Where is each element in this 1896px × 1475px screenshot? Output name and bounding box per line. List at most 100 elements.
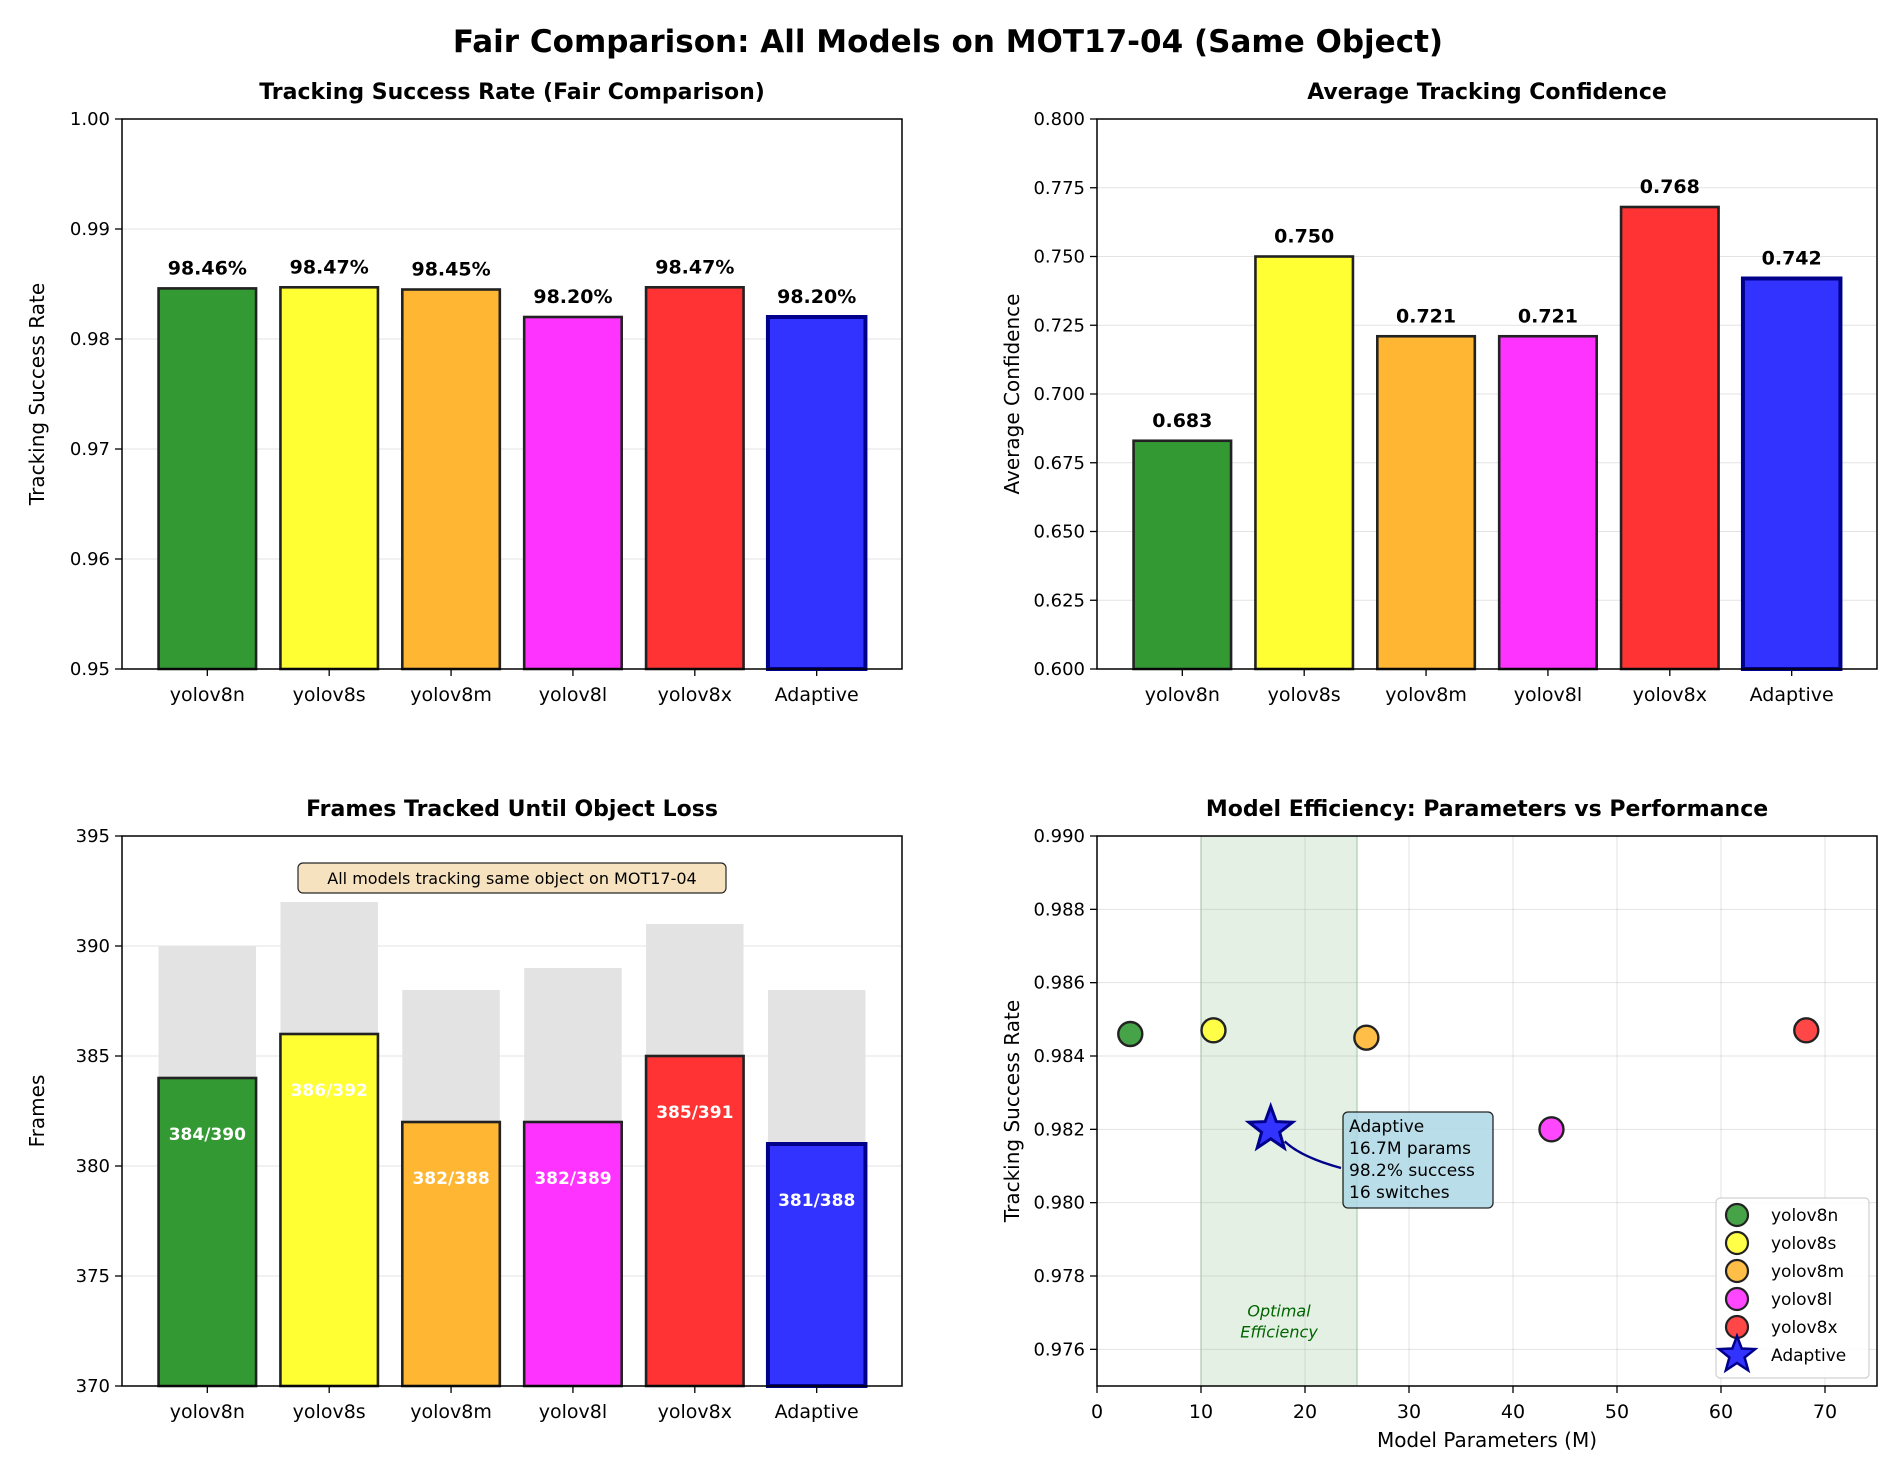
x-tick-label: yolov8l: [539, 684, 607, 706]
legend-marker-yolov8s: [1724, 1230, 1750, 1256]
y-tick-label: 0.986: [1033, 973, 1085, 994]
bar: [1132, 439, 1233, 671]
x-tick-label: 70: [1813, 1401, 1837, 1423]
scatter-point-yolov8m: [1353, 1024, 1380, 1051]
x-tick-label: Adaptive: [1750, 684, 1834, 706]
bar: [279, 285, 380, 671]
bar: [157, 287, 258, 671]
x-tick-label: 20: [1293, 1401, 1317, 1423]
panel-title: Average Tracking Confidence: [1307, 80, 1667, 105]
x-tick-label: yolov8m: [1385, 684, 1467, 706]
chart-panel-confidence: 0.600 0.625 0.650 0.675 0.700 0.725 0.750 0.775…: [1000, 80, 1878, 706]
annotation-text: Adaptive: [1349, 1117, 1424, 1137]
bar-value-label: 0.683: [1152, 410, 1212, 432]
y-tick-label: 375: [76, 1266, 110, 1287]
bar-value-label: 382/388: [412, 1169, 489, 1189]
y-tick-label: 0.97: [70, 439, 110, 460]
x-tick-label: 10: [1189, 1401, 1213, 1423]
legend-label: Adaptive: [1771, 1346, 1846, 1366]
x-tick-label: yolov8l: [539, 1401, 607, 1423]
y-tick-label: 0.96: [70, 549, 110, 570]
x-tick-label: 30: [1397, 1401, 1421, 1423]
y-tick-label: 0.625: [1033, 590, 1085, 611]
bar: [765, 315, 868, 671]
region-label: Efficiency: [1240, 1323, 1318, 1342]
chart-panel-frames: 370 375 380 385 390 395 Frames 384/390 yolov8n 38…: [25, 797, 903, 1423]
scatter-point-yolov8l: [1538, 1116, 1565, 1143]
tracked-frames-bar: [522, 1120, 623, 1388]
panel-title: Tracking Success Rate (Fair Comparison): [259, 80, 765, 105]
y-tick-label: 0.99: [70, 219, 110, 240]
bar-value-label: 382/389: [534, 1169, 611, 1189]
y-axis-label: Frames: [25, 1075, 49, 1148]
annotation-text: All models tracking same object on MOT17…: [327, 869, 696, 888]
bar-value-label: 98.47%: [655, 256, 734, 278]
bar-value-label: 98.47%: [290, 256, 369, 278]
y-tick-label: 385: [76, 1046, 110, 1067]
annotation-box: [297, 862, 727, 894]
y-tick-label: 0.980: [1033, 1193, 1085, 1214]
x-tick-label: yolov8n: [170, 1401, 245, 1423]
y-tick-label: 380: [76, 1156, 110, 1177]
figure-title: Fair Comparison: All Models on MOT17-04 …: [452, 24, 1444, 60]
bar-value-label: 0.742: [1762, 248, 1822, 270]
tracked-frames-bar: [765, 1142, 868, 1388]
bar: [1376, 334, 1477, 671]
x-tick-label: 60: [1709, 1401, 1733, 1423]
y-tick-label: 0.98: [70, 329, 110, 350]
plot-frame: [121, 118, 903, 670]
y-tick-label: 0.988: [1033, 899, 1085, 920]
x-tick-label: yolov8x: [1633, 684, 1707, 706]
x-axis-label: Model Parameters (M): [1377, 1428, 1597, 1452]
y-axis-label: Tracking Success Rate: [25, 283, 49, 506]
bar-value-label: 384/390: [169, 1125, 246, 1145]
region-label: Optimal: [1247, 1302, 1311, 1321]
x-tick-label: yolov8s: [293, 1401, 366, 1423]
optimal-region: [1200, 835, 1358, 1387]
x-tick-label: Adaptive: [775, 1401, 859, 1423]
y-axis-label: Tracking Success Rate: [1000, 1000, 1024, 1223]
y-axis-label: Average Confidence: [1000, 294, 1024, 495]
x-tick-label: 50: [1605, 1401, 1629, 1423]
y-tick-label: 395: [76, 826, 110, 847]
y-tick-label: 370: [76, 1376, 110, 1397]
panel-title: Frames Tracked Until Object Loss: [306, 797, 718, 822]
x-tick-label: yolov8n: [1145, 684, 1220, 706]
y-tick-label: 390: [76, 936, 110, 957]
chart-panel-success: 0.95 0.96 0.97 0.98 0.99 1.00 Tracking Success…: [25, 80, 903, 706]
y-tick-label: 0.750: [1033, 247, 1085, 268]
bar: [1740, 276, 1843, 671]
y-tick-label: 0.984: [1033, 1046, 1085, 1067]
scatter-point-yolov8s: [1200, 1017, 1227, 1044]
tracked-frames-bar: [279, 1032, 380, 1388]
legend-label: yolov8s: [1771, 1234, 1836, 1254]
bar-value-label: 98.46%: [168, 257, 247, 279]
plot-frame: [1096, 835, 1878, 1387]
y-tick-label: 0.600: [1033, 659, 1085, 680]
bar-value-label: 0.768: [1640, 176, 1700, 198]
tracked-frames-bar: [644, 1054, 745, 1388]
x-tick-label: yolov8s: [1268, 684, 1341, 706]
legend: [1715, 1197, 1870, 1379]
annotation-text: 16 switches: [1349, 1183, 1450, 1203]
legend-label: yolov8l: [1771, 1290, 1832, 1310]
x-tick-label: yolov8x: [658, 1401, 732, 1423]
y-tick-label: 0.725: [1033, 315, 1085, 336]
x-tick-label: yolov8l: [1514, 684, 1582, 706]
x-tick-label: 0: [1091, 1401, 1103, 1423]
chart-panel-efficiency: 0 10 20 30 40 50 60 70 0.976 0.978 0.980 0.982 0.984…: [1000, 797, 1878, 1452]
bar-value-label: 98.45%: [411, 259, 490, 281]
y-tick-label: 0.700: [1033, 384, 1085, 405]
y-tick-label: 0.976: [1033, 1339, 1085, 1360]
y-tick-label: 0.990: [1033, 826, 1085, 847]
legend-label: yolov8x: [1771, 1318, 1838, 1338]
tracked-frames-bar: [401, 1120, 502, 1388]
y-tick-label: 0.95: [70, 659, 110, 680]
annotation-box: [1342, 1111, 1494, 1209]
x-tick-label: yolov8x: [658, 684, 732, 706]
bar-value-label: 98.20%: [533, 286, 612, 308]
bar: [644, 285, 745, 671]
bar-value-label: 98.20%: [777, 286, 856, 308]
scatter-point-adaptive: [1244, 1101, 1297, 1152]
